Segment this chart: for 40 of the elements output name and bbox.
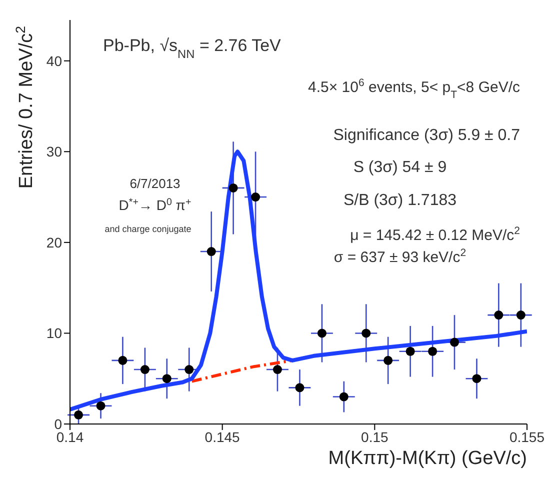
point xyxy=(74,410,84,420)
point xyxy=(406,346,415,356)
point xyxy=(384,356,393,365)
line-series xyxy=(70,150,527,412)
point xyxy=(362,328,371,338)
annotation: S/B (3σ) 1.7183 xyxy=(343,192,457,209)
point xyxy=(295,383,304,392)
x-tick-label: 0.15 xyxy=(361,428,389,445)
point xyxy=(428,346,438,356)
x-tick-label: 0.155 xyxy=(509,428,545,445)
point xyxy=(118,356,128,365)
y-tick-label: 40 xyxy=(46,52,62,69)
point xyxy=(494,310,504,320)
y-tick-label: 20 xyxy=(46,234,62,250)
point xyxy=(140,365,150,374)
annotation: 6/7/2013 xyxy=(130,176,180,191)
annotation: μ = 145.42 ± 0.12 MeV/c$^{2}$ xyxy=(350,225,520,244)
point xyxy=(206,247,216,256)
point xyxy=(450,338,460,347)
point xyxy=(162,374,172,384)
point xyxy=(317,328,326,338)
point xyxy=(516,310,526,320)
point xyxy=(184,365,194,374)
x-axis-title: M(Kππ)-M(Kπ) (GeV/c) xyxy=(328,448,527,469)
point xyxy=(96,401,106,410)
y-tick-label: 30 xyxy=(46,144,62,160)
point xyxy=(272,365,282,374)
point xyxy=(472,374,482,384)
point xyxy=(251,192,260,202)
point xyxy=(228,183,238,192)
annotation: 4.5× 10$^{6}$ events, 5< p$_{T}$<8 GeV/c xyxy=(308,77,520,101)
y-tick-label: 10 xyxy=(46,325,62,342)
point xyxy=(339,392,348,402)
x-tick-label: 0.145 xyxy=(204,428,240,445)
annotation: σ = 637 ± 93 keV/c$^{2}$ xyxy=(334,247,466,266)
annotation: Pb-Pb, √s$_{NN}$ = 2.76 TeV xyxy=(103,36,282,61)
annotation: D$^{*+}$→ D$^{0}$ π$^{+}$ xyxy=(118,196,192,213)
annotation: S (3σ) 54 ± 9 xyxy=(353,159,447,176)
annotation: and charge conjugate xyxy=(104,224,192,234)
annotation: Significance (3σ) 5.9 ± 0.7 xyxy=(333,127,520,144)
